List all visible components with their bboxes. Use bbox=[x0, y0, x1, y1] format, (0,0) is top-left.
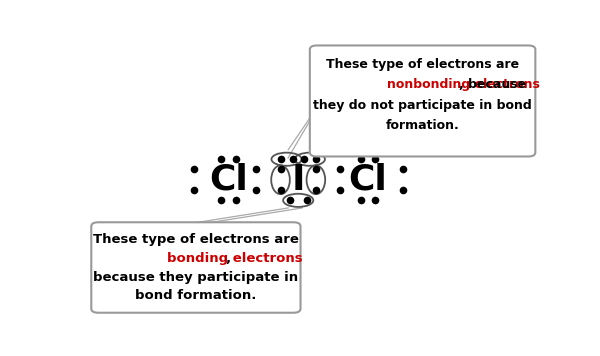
Text: ,: , bbox=[225, 252, 230, 265]
Text: bond formation.: bond formation. bbox=[135, 289, 257, 302]
Text: they do not participate in bond: they do not participate in bond bbox=[313, 99, 532, 112]
Text: formation.: formation. bbox=[386, 120, 460, 132]
Text: I: I bbox=[292, 163, 305, 197]
Text: Cl: Cl bbox=[349, 163, 388, 197]
Text: nonbonding electrons: nonbonding electrons bbox=[387, 78, 539, 91]
Text: because they participate in: because they participate in bbox=[94, 271, 298, 283]
Text: , because: , because bbox=[459, 78, 526, 91]
Text: Cl: Cl bbox=[209, 163, 248, 197]
Text: These type of electrons are: These type of electrons are bbox=[93, 233, 299, 246]
Text: bonding electrons: bonding electrons bbox=[167, 252, 302, 265]
FancyBboxPatch shape bbox=[310, 46, 535, 157]
Text: These type of electrons are: These type of electrons are bbox=[326, 58, 520, 71]
FancyBboxPatch shape bbox=[91, 222, 301, 313]
